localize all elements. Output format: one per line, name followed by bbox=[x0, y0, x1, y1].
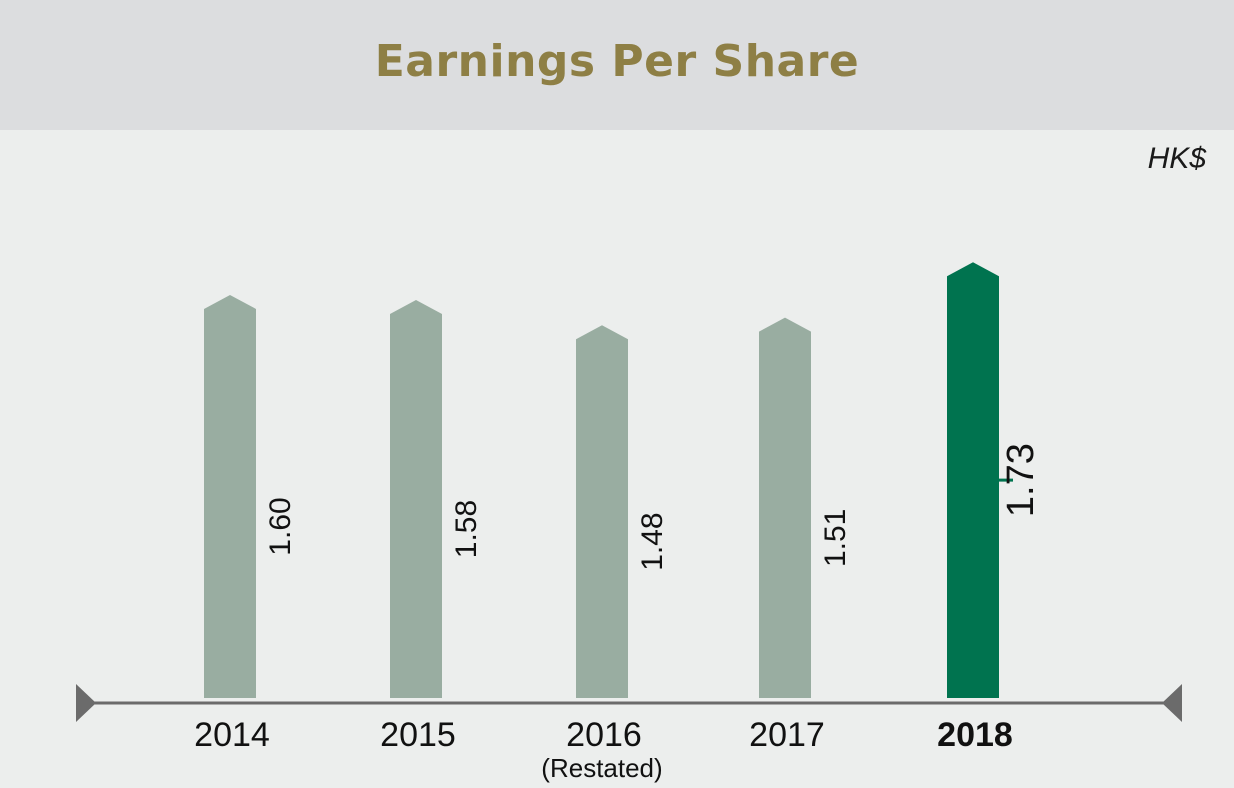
bar-2016 bbox=[576, 325, 628, 698]
value-label: 1.58 bbox=[450, 500, 483, 558]
category-label: 2014 bbox=[194, 716, 270, 754]
labels-group: 1.60 2014 1.58 2015 1.48 2016(Restated) 1.51 20… bbox=[194, 443, 1042, 783]
bar-2018 bbox=[947, 262, 999, 698]
x-axis-group bbox=[76, 684, 1182, 722]
value-label: 1.73 bbox=[1000, 443, 1042, 517]
bar-2015 bbox=[390, 300, 442, 698]
category-label: 2015 bbox=[380, 716, 456, 754]
category-label: 2018 bbox=[937, 716, 1013, 754]
unit-label: HK$ bbox=[1147, 142, 1206, 175]
axis-right-arrow-icon bbox=[1162, 684, 1182, 722]
value-label: 1.51 bbox=[819, 509, 852, 567]
category-note: (Restated) bbox=[541, 753, 662, 783]
category-label: 2017 bbox=[749, 716, 825, 754]
chart-title: Earnings Per Share bbox=[374, 35, 860, 87]
bar-2014 bbox=[204, 294, 256, 698]
value-label: 1.48 bbox=[636, 512, 669, 570]
category-label: 2016 bbox=[566, 716, 642, 754]
axis-left-arrow-icon bbox=[76, 684, 96, 722]
chart-header: Earnings Per Share bbox=[0, 0, 1234, 130]
value-label: 1.60 bbox=[264, 497, 297, 555]
bars-group bbox=[204, 262, 999, 698]
bar-2017 bbox=[759, 317, 811, 698]
